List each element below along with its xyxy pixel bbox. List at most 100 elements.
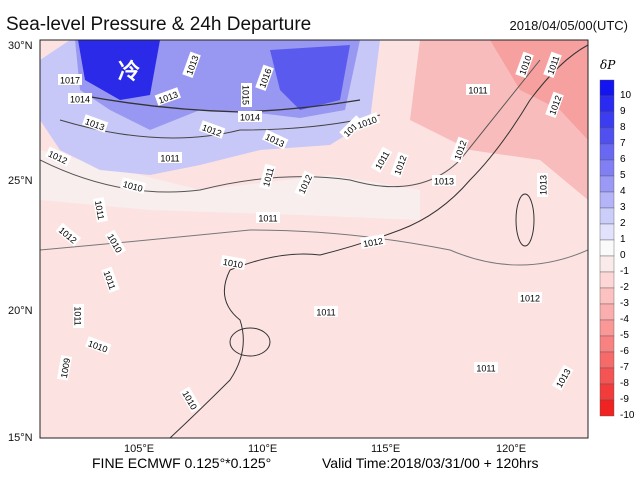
lon-label: 110°E (248, 443, 278, 455)
contour-label-bg (543, 51, 562, 78)
colorbar-label: 7 (620, 138, 626, 149)
contour-label-bg (92, 197, 108, 223)
contour-label-bg (360, 234, 386, 250)
colorbar-label: -7 (620, 362, 629, 373)
contour-1012 (40, 59, 541, 193)
colorbar-label: -5 (620, 330, 629, 341)
coastline-vietnam (169, 269, 244, 438)
colorbar-swatch (599, 127, 615, 145)
colorbar-label: 10 (620, 90, 632, 101)
contour-label-bg (238, 111, 262, 122)
contour-label: 1011 (258, 214, 277, 224)
hainan-island (229, 327, 271, 357)
contour-label-bg (474, 362, 498, 373)
neutral-area (40, 150, 420, 220)
colorbar-label: 5 (620, 170, 626, 181)
colorbar-swatch (599, 383, 615, 401)
valid-time: Valid Time:2018/03/31/00 + 120hrs (322, 455, 539, 471)
colorbar-label: -10 (620, 410, 635, 421)
contour-label: 1012 (520, 294, 540, 304)
contour-label: 1011 (476, 364, 495, 374)
model-info: FINE ECMWF 0.125°*0.125° (92, 455, 272, 471)
colorbar-swatch (599, 207, 615, 225)
contour-label-bg (199, 120, 226, 139)
colorbar-swatch (599, 271, 615, 289)
cold-area-strong-2 (270, 45, 350, 110)
contour-label: 1012 (362, 236, 383, 249)
colorbar-swatch (599, 319, 615, 337)
colorbar-label: 0 (620, 250, 626, 261)
contour-label-bg (85, 336, 112, 355)
contour-label-bg (68, 93, 92, 104)
colorbar-swatch (599, 175, 615, 193)
colorbar-swatch (599, 159, 615, 177)
contour-label-bg (432, 175, 456, 186)
contour-label-bg (518, 292, 542, 303)
contour-label-bg (353, 112, 380, 131)
contour-label-bg (45, 146, 72, 167)
contour-label: 1015 (241, 85, 251, 105)
contour-label-bg (515, 51, 534, 78)
contour-label-bg (82, 114, 109, 133)
issue-time: 2018/04/05/00(UTC) (509, 18, 628, 33)
contour-label-bg (537, 173, 548, 197)
contour-label-bg (179, 386, 202, 413)
contour-label-bg (55, 222, 82, 247)
colorbar-label: -2 (620, 282, 629, 293)
contour-label-bg (255, 64, 274, 91)
colorbar-label: 9 (620, 106, 626, 117)
colorbar-label: 4 (620, 186, 626, 197)
contour-label-bg (545, 91, 564, 118)
contour-label: 1013 (539, 175, 549, 195)
contour-label-bg (58, 74, 82, 85)
contour-label: 1011 (468, 86, 487, 96)
colorbar-label: 8 (620, 122, 626, 133)
contour-label-bg (390, 151, 409, 178)
contour-label-bg (314, 306, 338, 317)
contour-label: 1017 (60, 76, 80, 86)
colorbar (599, 79, 615, 417)
map-frame (39, 39, 589, 439)
coastline (229, 44, 588, 271)
contour-label-bg (551, 364, 574, 391)
contour-label: 1011 (316, 308, 335, 318)
colorbar-swatch (599, 223, 615, 241)
map-field (40, 40, 588, 438)
contour-label: 1009 (59, 357, 72, 378)
colorbar-swatch (599, 399, 615, 417)
contour-label: 1011 (93, 200, 106, 221)
colorbar-swatch (599, 255, 615, 273)
colorbar-swatch (599, 351, 615, 369)
cold-annotation: 冷 (118, 59, 141, 84)
contour-label-bg (101, 266, 120, 293)
warm-area-strong (490, 40, 588, 140)
contour-label: 1011 (73, 306, 83, 325)
colorbar-label: -9 (620, 394, 629, 405)
colorbar-swatch (599, 79, 615, 97)
contour-label: 1011 (261, 166, 276, 187)
contour-label-bg (120, 177, 147, 194)
colorbar-label: -4 (620, 314, 629, 325)
contour-label-bg (256, 212, 280, 223)
chart-title: Sea-level Pressure & 24h Departure (6, 14, 312, 35)
lat-label: 30°N (8, 40, 33, 52)
contour-label-bg (57, 355, 73, 381)
taiwan-island (515, 193, 535, 247)
contour-label-bg (450, 136, 469, 163)
colorbar-label: 6 (620, 154, 626, 165)
contour-label-bg (259, 163, 276, 190)
contour-label: 1010 (222, 257, 243, 270)
colorbar-swatch (599, 335, 615, 353)
contour-1013 (59, 114, 381, 139)
colorbar-swatch (599, 143, 615, 161)
colorbar-title: δP (600, 58, 616, 72)
lon-label: 120°E (496, 443, 527, 455)
contour-label: 1013 (434, 177, 454, 187)
colorbar-label: 3 (620, 202, 626, 213)
contour-label-bg (370, 146, 393, 173)
lon-label: 105°E (124, 443, 155, 455)
contour-label-bg (466, 84, 490, 95)
colorbar-swatch (599, 239, 615, 257)
colorbar-swatch (599, 111, 615, 129)
